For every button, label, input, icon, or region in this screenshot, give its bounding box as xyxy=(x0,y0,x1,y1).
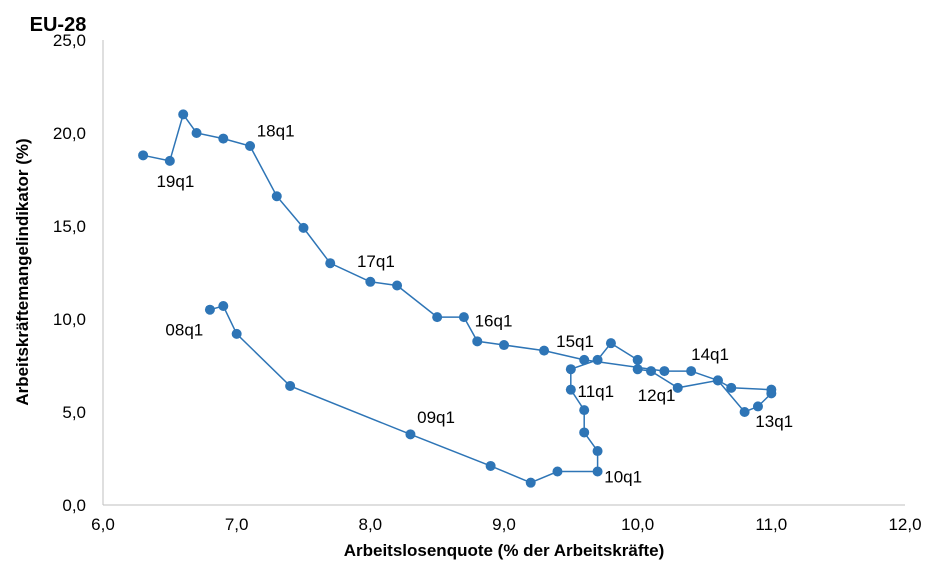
point-label: 16q1 xyxy=(475,311,513,330)
point-label: 14q1 xyxy=(691,345,729,364)
point-label: 19q1 xyxy=(156,172,194,191)
data-point xyxy=(472,336,483,347)
data-point xyxy=(405,429,416,440)
data-point xyxy=(138,150,149,161)
x-tick-label: 6,0 xyxy=(91,515,115,534)
y-tick-label: 5,0 xyxy=(62,403,86,422)
data-point xyxy=(178,109,189,120)
data-point xyxy=(712,375,723,386)
point-label: 15q1 xyxy=(556,332,594,351)
y-tick-label: 15,0 xyxy=(53,217,86,236)
x-tick-label: 12,0 xyxy=(888,515,921,534)
data-point xyxy=(565,364,576,375)
point-label: 18q1 xyxy=(257,122,295,141)
data-point xyxy=(285,380,296,391)
y-tick-label: 0,0 xyxy=(62,496,86,515)
x-tick-label: 10,0 xyxy=(621,515,654,534)
point-label: 17q1 xyxy=(357,252,395,271)
data-point xyxy=(579,427,590,438)
data-point xyxy=(686,366,697,377)
x-tick-label: 8,0 xyxy=(359,515,383,534)
data-point xyxy=(298,222,309,233)
data-point xyxy=(579,354,590,365)
point-label: 11q1 xyxy=(578,382,615,401)
data-point xyxy=(605,338,616,349)
y-tick-label: 10,0 xyxy=(53,310,86,329)
y-tick-label: 25,0 xyxy=(53,31,86,50)
y-axis-title: Arbeitskräftemangelindikator (%) xyxy=(13,138,32,405)
data-point xyxy=(592,354,603,365)
data-point xyxy=(499,340,509,351)
data-point xyxy=(646,366,657,377)
chart-title: EU-28 xyxy=(30,14,87,36)
data-point xyxy=(218,133,229,144)
data-point xyxy=(565,384,576,395)
data-point xyxy=(525,477,536,488)
data-point xyxy=(245,141,256,152)
data-point xyxy=(592,466,603,477)
data-point xyxy=(766,384,777,395)
data-point xyxy=(552,466,563,477)
x-tick-label: 9,0 xyxy=(492,515,516,534)
data-point xyxy=(539,345,550,356)
point-label: 09q1 xyxy=(417,408,455,427)
data-point xyxy=(672,382,683,393)
point-labels: 08q1 09q1 10q1 11q1 12q1 13q1 14q1 15q1 16q1 17q1… xyxy=(156,122,793,487)
data-point xyxy=(204,304,215,315)
data-point xyxy=(659,366,670,377)
data-point xyxy=(164,155,175,166)
data-point xyxy=(458,312,469,323)
data-point xyxy=(485,460,496,471)
data-point xyxy=(432,312,443,323)
series-line xyxy=(142,112,773,484)
data-points xyxy=(138,109,777,488)
y-tick-label: 20,0 xyxy=(53,124,86,143)
data-point xyxy=(392,280,403,291)
point-label: 12q1 xyxy=(638,386,676,405)
data-point xyxy=(632,354,643,365)
data-point xyxy=(365,276,376,287)
point-label: 13q1 xyxy=(755,412,793,431)
point-label: 08q1 xyxy=(165,321,203,340)
data-point xyxy=(579,405,590,416)
y-tick-labels: 0,0 5,0 10,0 15,0 20,0 25,0 xyxy=(53,31,86,515)
data-point xyxy=(271,191,282,202)
data-point xyxy=(592,446,603,457)
data-point xyxy=(191,128,202,138)
x-tick-labels: 6,0 7,0 8,0 9,0 10,0 11,0 12,0 xyxy=(91,515,921,534)
data-point xyxy=(752,401,763,412)
data-point xyxy=(325,258,336,269)
data-point xyxy=(231,328,242,339)
x-axis-title: Arbeitslosenquote (% der Arbeitskräfte) xyxy=(344,541,665,560)
data-point xyxy=(726,382,737,393)
x-tick-label: 11,0 xyxy=(755,515,787,534)
point-label: 10q1 xyxy=(604,468,642,487)
x-tick-label: 7,0 xyxy=(225,515,249,534)
data-point xyxy=(218,300,229,311)
data-point xyxy=(739,407,750,417)
data-point xyxy=(632,364,643,375)
